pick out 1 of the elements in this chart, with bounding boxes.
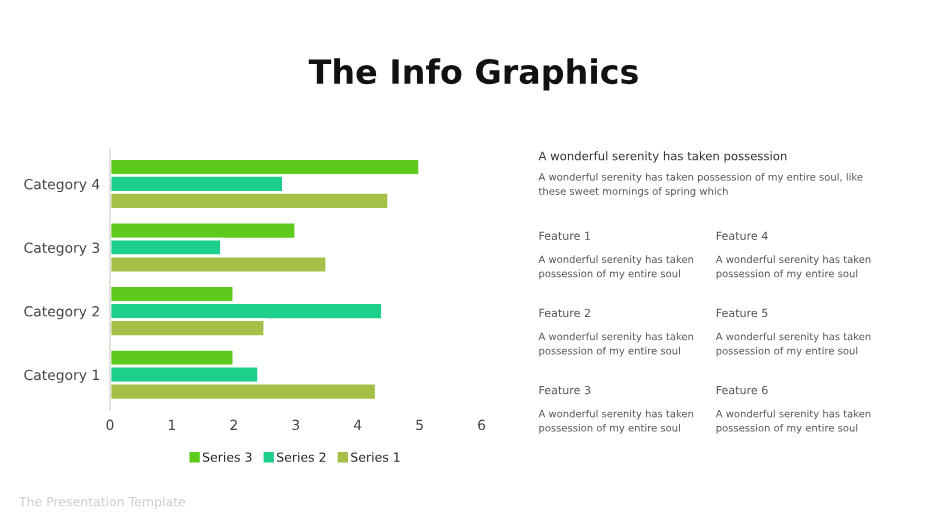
chart-title: The Info Graphics [308, 58, 638, 91]
